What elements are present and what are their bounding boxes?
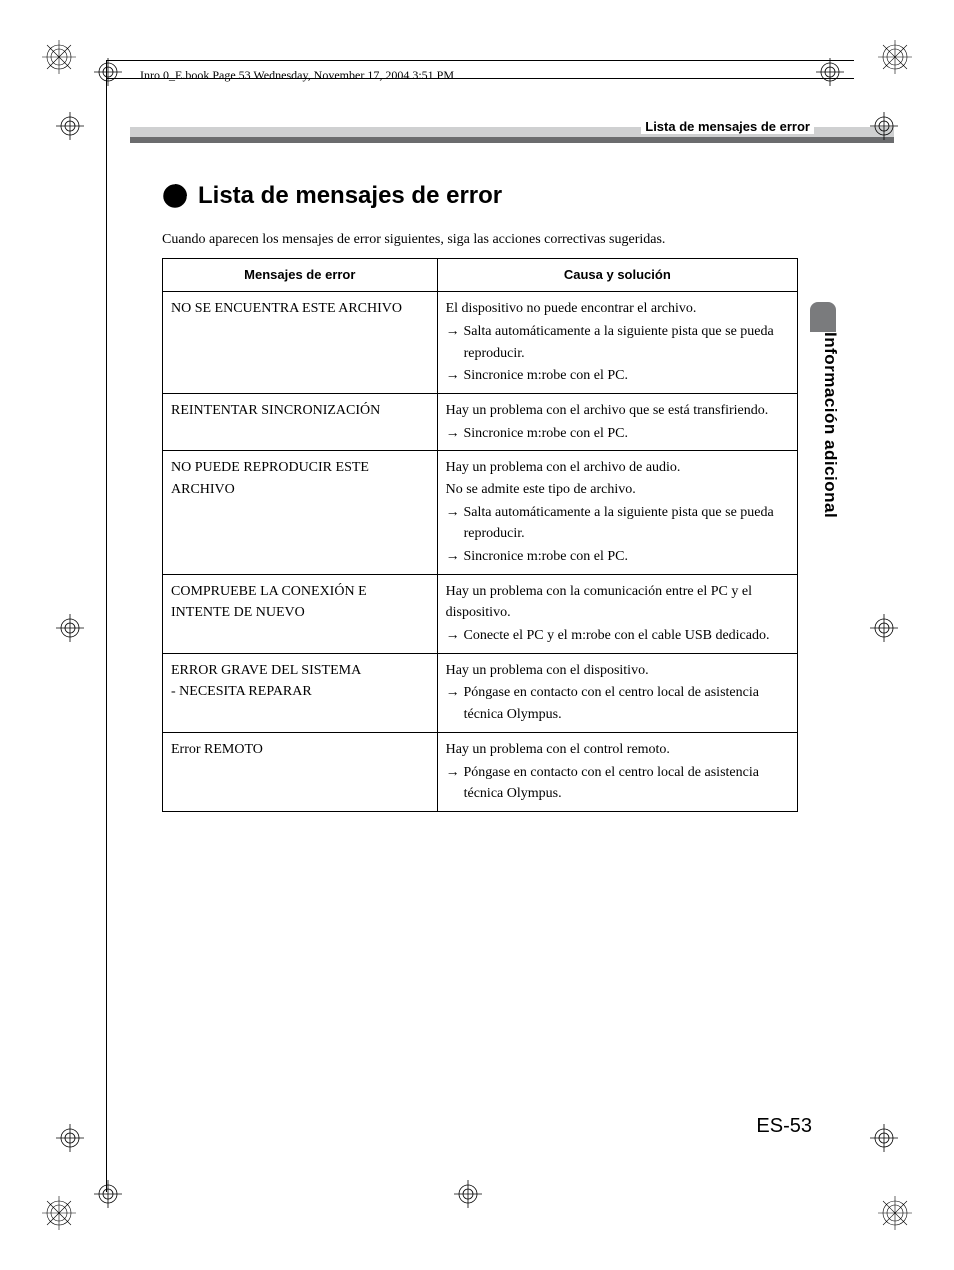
page-title: Lista de mensajes de error <box>198 182 502 210</box>
reg-mark-left-mid <box>56 614 84 642</box>
table-row: NO SE ENCUENTRA ESTE ARCHIVO El dispositi… <box>163 292 798 394</box>
page-meta-header: Inro 0_E.book Page 53 Wednesday, Novembe… <box>140 68 454 83</box>
reg-mark-bottom-center <box>454 1180 482 1208</box>
band-dark <box>130 137 894 143</box>
page-title-row: Lista de mensajes de error <box>162 182 502 210</box>
arrow-icon: → <box>446 366 464 382</box>
page-number: ES-53 <box>756 1115 812 1138</box>
arrow-icon: → <box>446 503 464 519</box>
section-band: Lista de mensajes de error <box>130 115 894 145</box>
corner-mark-bl <box>42 1196 76 1230</box>
arrow-icon: → <box>446 763 464 779</box>
table-row: Error REMOTOHay un problema con el contr… <box>163 732 798 811</box>
solution-line: El dispositivo no puede encontrar el arc… <box>446 298 789 320</box>
solution-line: → Salta automáticamente a la siguiente p… <box>446 501 789 545</box>
arrow-icon: → <box>446 547 464 563</box>
solution-line: No se admite este tipo de archivo. <box>446 479 789 501</box>
cell-solution: Hay un problema con el control remoto.→ … <box>437 732 797 811</box>
solution-line: → Sincronice m:robe con el PC. <box>446 364 789 387</box>
reg-mark-left-top <box>56 112 84 140</box>
cell-message: COMPRUEBE LA CONEXIÓN E INTENTE DE NUEVO <box>163 574 438 653</box>
cell-solution: Hay un problema con el archivo que se es… <box>437 393 797 450</box>
cell-message: ERROR GRAVE DEL SISTEMA- NECESITA REPARA… <box>163 653 438 732</box>
crop-line-left <box>106 60 107 1192</box>
table-row: REINTENTAR SINCRONIZACIÓN Hay un problema… <box>163 393 798 450</box>
side-tab <box>810 302 836 332</box>
cell-message: NO PUEDE REPRODUCIR ESTE ARCHIVO <box>163 451 438 574</box>
col-header-message: Mensajes de error <box>163 259 438 292</box>
section-label: Lista de mensajes de error <box>641 119 814 134</box>
intro-text: Cuando aparecen los mensajes de error si… <box>162 232 665 248</box>
cell-solution: Hay un problema con el dispositivo.→ Pón… <box>437 653 797 732</box>
corner-mark-br <box>878 1196 912 1230</box>
cell-solution: El dispositivo no puede encontrar el arc… <box>437 292 797 394</box>
reg-mark-right-bottom <box>870 1124 898 1152</box>
reg-mark-right-top <box>870 112 898 140</box>
corner-mark-tl <box>42 40 76 74</box>
cell-solution: Hay un problema con la comunicación entr… <box>437 574 797 653</box>
solution-line: Hay un problema con la comunicación entr… <box>446 581 789 624</box>
solution-line: → Sincronice m:robe con el PC. <box>446 545 789 568</box>
arrow-icon: → <box>446 683 464 699</box>
arrow-icon: → <box>446 626 464 642</box>
solution-line: Hay un problema con el archivo que se es… <box>446 400 789 422</box>
table-row: NO PUEDE REPRODUCIR ESTE ARCHIVOHay un p… <box>163 451 798 574</box>
solution-line: → Póngase en contacto con el centro loca… <box>446 681 789 725</box>
solution-line: → Conecte el PC y el m:robe con el cable… <box>446 624 789 647</box>
arrow-icon: → <box>446 424 464 440</box>
title-bullet-icon <box>162 183 188 209</box>
arrow-icon: → <box>446 322 464 338</box>
reg-mark-right-mid <box>870 614 898 642</box>
solution-line: Hay un problema con el dispositivo. <box>446 660 789 682</box>
solution-line: Hay un problema con el archivo de audio. <box>446 457 789 479</box>
table-row: ERROR GRAVE DEL SISTEMA- NECESITA REPARA… <box>163 653 798 732</box>
reg-mark-bottom-inner-left <box>94 1180 122 1208</box>
solution-line: → Póngase en contacto con el centro loca… <box>446 761 789 805</box>
cell-message: Error REMOTO <box>163 732 438 811</box>
table-row: COMPRUEBE LA CONEXIÓN E INTENTE DE NUEVO… <box>163 574 798 653</box>
cell-solution: Hay un problema con el archivo de audio.… <box>437 451 797 574</box>
solution-line: → Sincronice m:robe con el PC. <box>446 422 789 445</box>
reg-mark-left-bottom <box>56 1124 84 1152</box>
table-header-row: Mensajes de error Causa y solución <box>163 259 798 292</box>
error-table: Mensajes de error Causa y solución NO SE… <box>162 258 798 812</box>
cell-message: REINTENTAR SINCRONIZACIÓN <box>163 393 438 450</box>
solution-line: → Salta automáticamente a la siguiente p… <box>446 320 789 364</box>
cell-message: NO SE ENCUENTRA ESTE ARCHIVO <box>163 292 438 394</box>
crop-line-top <box>106 60 854 61</box>
reg-mark-top-inner-right <box>816 58 844 86</box>
reg-mark-top-inner-left <box>94 58 122 86</box>
col-header-solution: Causa y solución <box>437 259 797 292</box>
side-label: Información adicional <box>820 332 840 518</box>
solution-line: Hay un problema con el control remoto. <box>446 739 789 761</box>
corner-mark-tr <box>878 40 912 74</box>
